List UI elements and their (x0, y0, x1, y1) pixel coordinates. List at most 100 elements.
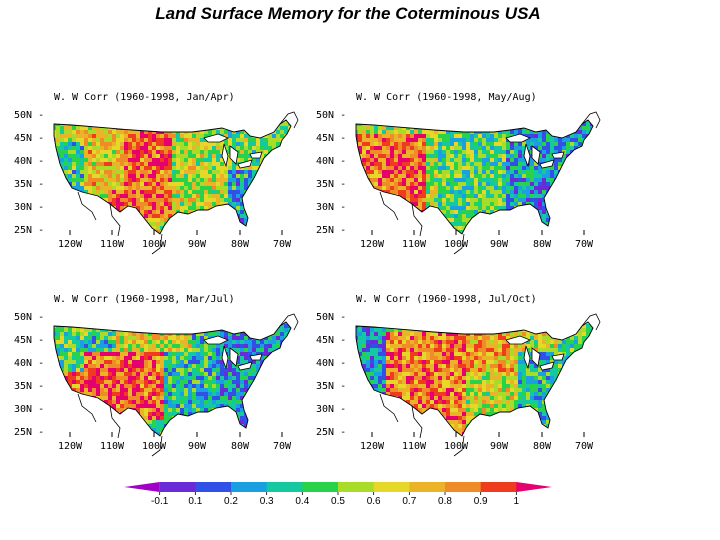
colorbar-tick-label: 0.6 (367, 496, 381, 507)
lat-tick-label: 50N - (14, 110, 44, 121)
correlation-field (356, 322, 593, 436)
colorbar-tick-label: 0.9 (474, 496, 488, 507)
lon-tick-label: 70W (273, 239, 292, 250)
lat-tick-label: 45N - (316, 133, 346, 144)
lon-tick-label: 120W (58, 239, 83, 250)
lat-tick-label: 35N - (14, 179, 44, 190)
lat-tick-label: 35N - (14, 381, 44, 392)
lake-outline (237, 159, 253, 169)
colorbar-arrow-high (516, 482, 552, 492)
panel-label: W. W Corr (1960-1998, Jan/Apr) (54, 92, 235, 103)
coastline (581, 313, 601, 331)
lake-outline (249, 353, 263, 361)
panel-label: W. W Corr (1960-1998, May/Aug) (356, 92, 537, 103)
lake-outline (203, 335, 229, 345)
lon-tick-label: 90W (188, 441, 207, 452)
colorbar-tick-label: 0.2 (224, 496, 238, 507)
colorbar-tick-label: 0.5 (331, 496, 345, 507)
lake-outline (229, 347, 239, 367)
lon-tick-label: 120W (360, 441, 385, 452)
colorbar-segment (373, 482, 410, 492)
lat-tick-label: 35N - (316, 179, 346, 190)
colorbar-segment (480, 482, 517, 492)
colorbar-tick-label: 0.8 (438, 496, 452, 507)
lon-tick-label: 90W (490, 441, 509, 452)
lat-tick-label: 30N - (14, 202, 44, 213)
lat-tick-label: 30N - (316, 404, 346, 415)
correlation-map: 50N - 45N - 40N - 35N - 30N - 25N - 120W 110W 10… (316, 110, 601, 255)
lake-outline (539, 159, 555, 169)
lake-outline (523, 345, 531, 370)
map-panel-mar-jul: W. W Corr (1960-1998, Mar/Jul) 50N - 45N … (12, 294, 312, 464)
panel-label: W. W Corr (1960-1998, Mar/Jul) (54, 294, 235, 305)
lake-outline (221, 143, 229, 168)
colorbar-segment (231, 482, 268, 492)
lon-tick-label: 70W (575, 441, 594, 452)
colorbar-tick-label: -0.1 (151, 496, 169, 507)
coastline (151, 435, 163, 457)
coastline (109, 405, 121, 439)
lon-tick-label: 100W (444, 239, 469, 250)
coastline (151, 233, 163, 255)
lat-tick-label: 25N - (316, 225, 346, 236)
map-panel-jan-apr: W. W Corr (1960-1998, Jan/Apr) 50N - 45N … (12, 92, 312, 262)
coastline (453, 435, 465, 457)
colorbar-segment (195, 482, 232, 492)
lat-tick-label: 25N - (14, 427, 44, 438)
lon-tick-label: 110W (402, 239, 427, 250)
coastline (279, 111, 299, 129)
lake-outline (237, 361, 253, 371)
colorbar-tick-label: 0.7 (402, 496, 416, 507)
lon-tick-label: 80W (231, 441, 250, 452)
lake-outline (551, 353, 565, 361)
colorbar-tick-label: 0.1 (188, 496, 202, 507)
map-panel-jul-oct: W. W Corr (1960-1998, Jul/Oct) 50N - 45N … (314, 294, 614, 464)
lat-tick-label: 45N - (14, 335, 44, 346)
page-title: Land Surface Memory for the Coterminous … (155, 4, 541, 23)
lat-tick-label: 25N - (14, 225, 44, 236)
coastline (77, 191, 97, 221)
lake-outline (249, 151, 263, 159)
lon-tick-label: 90W (490, 239, 509, 250)
us-outline (355, 119, 594, 235)
colorbar-tick-label: 0.3 (260, 496, 274, 507)
map-panel-may-aug: W. W Corr (1960-1998, May/Aug) 50N - 45N … (314, 92, 614, 262)
lat-tick-label: 40N - (316, 156, 346, 167)
lon-tick-label: 100W (444, 441, 469, 452)
lake-outline (203, 133, 229, 143)
us-outline (53, 119, 292, 235)
lon-tick-label: 110W (100, 239, 125, 250)
colorbar-segment (159, 482, 196, 492)
lon-tick-label: 120W (360, 239, 385, 250)
lake-outline (531, 145, 541, 165)
us-outline (355, 321, 594, 437)
lat-tick-label: 30N - (14, 404, 44, 415)
coastline (581, 111, 601, 129)
lat-tick-label: 45N - (316, 335, 346, 346)
lat-tick-label: 45N - (14, 133, 44, 144)
coastline (411, 203, 423, 237)
correlation-field (54, 120, 291, 234)
lake-outline (523, 143, 531, 168)
correlation-field (356, 120, 593, 234)
colorbar-tick-label: 1 (514, 496, 520, 507)
coastline (77, 393, 97, 423)
lat-tick-label: 25N - (316, 427, 346, 438)
lon-tick-label: 110W (100, 441, 125, 452)
coastline (379, 393, 399, 423)
correlation-map: 50N - 45N - 40N - 35N - 30N - 25N - 120W 110W 10… (316, 312, 601, 457)
lat-tick-label: 40N - (316, 358, 346, 369)
lon-tick-label: 70W (575, 239, 594, 250)
colorbar-segment (266, 482, 303, 492)
coastline (453, 233, 465, 255)
lat-tick-label: 50N - (316, 312, 346, 323)
lon-tick-label: 120W (58, 441, 83, 452)
lake-outline (505, 133, 531, 143)
lake-outline (229, 145, 239, 165)
correlation-map: 50N - 45N - 40N - 35N - 30N - 25N - 120W 110W 10… (14, 110, 299, 255)
coastline (379, 191, 399, 221)
correlation-map: 50N - 45N - 40N - 35N - 30N - 25N - 120W 110W 10… (14, 312, 299, 457)
lake-outline (551, 151, 565, 159)
lon-tick-label: 100W (142, 239, 167, 250)
coastline (411, 405, 423, 439)
